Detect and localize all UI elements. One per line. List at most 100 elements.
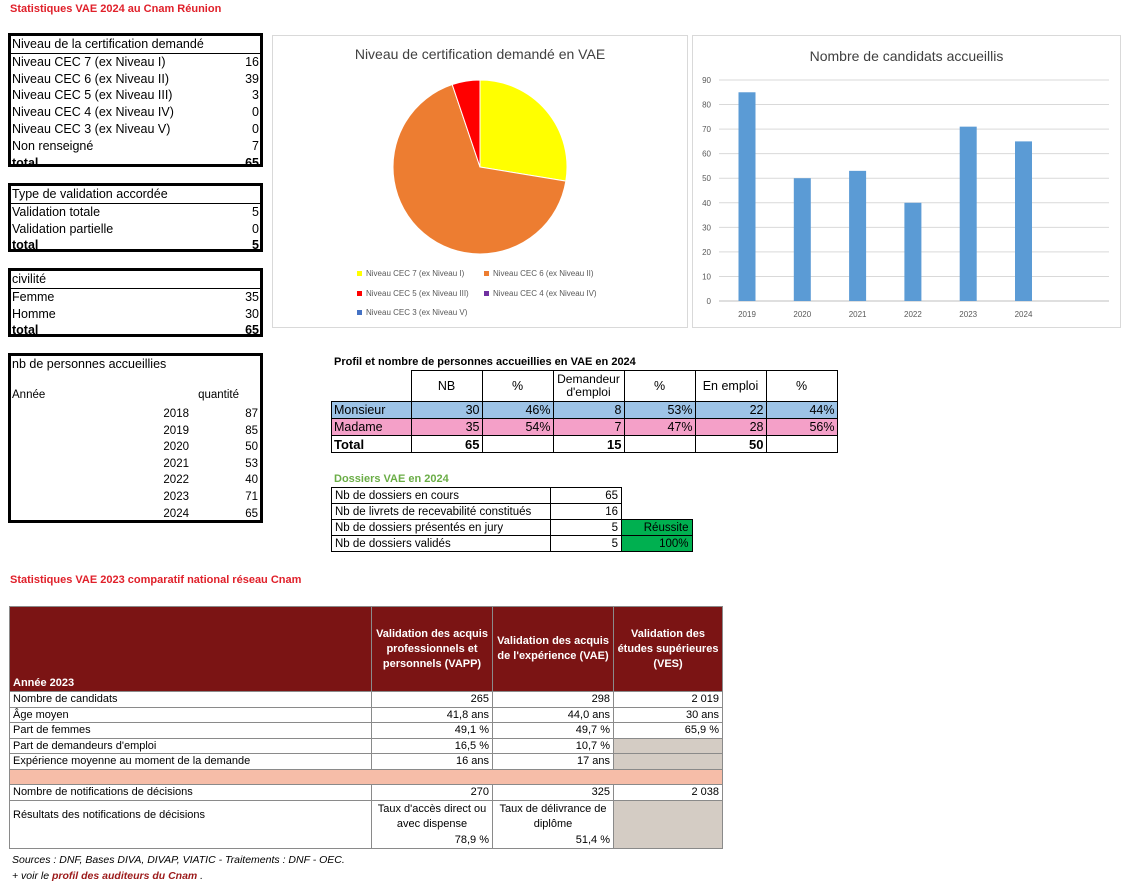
dossiers-label: Nb de dossiers en cours — [331, 487, 551, 504]
profil-auditeurs-link[interactable]: profil des auditeurs du Cnam — [51, 870, 198, 882]
dossiers-row: Nb de dossiers validés 5 100% — [331, 535, 693, 552]
accueillies-value: 50 — [245, 441, 258, 454]
accueillies-row: 2018 87 — [11, 406, 260, 423]
voir-line: + voir le profil des auditeurs du Cnam . — [12, 870, 203, 882]
national-row-label: Part de demandeurs d'emploi — [9, 737, 372, 754]
accueillies-row: 2020 50 — [11, 439, 260, 456]
dossiers-row: Nb de dossiers en cours 65 — [331, 487, 693, 504]
national-cell: 16 ans — [371, 753, 493, 770]
civilite-row: Femme 35 — [11, 289, 260, 306]
national-cell: 270 — [371, 784, 493, 801]
pie-slice — [392, 83, 567, 255]
accueillies-year: 2023 — [163, 490, 189, 503]
profil-row-label: Madame — [331, 418, 412, 436]
profil-cell: 30 — [410, 401, 483, 419]
niveau-total-value: 65 — [245, 155, 259, 170]
profil-cell: 54% — [481, 418, 554, 436]
niveau-table: Niveau de la certification demandé Nivea… — [8, 33, 263, 170]
accueillies-value: 87 — [245, 408, 258, 420]
bar — [1015, 141, 1032, 301]
validation-header: Type de validation accordée — [11, 186, 260, 204]
pie-chart-panel: Niveau de certification demandé en VAE N… — [272, 35, 688, 328]
national-year-label: Année 2023 — [9, 606, 372, 692]
profil-col-pct1: % — [481, 370, 554, 402]
legend-swatch — [484, 291, 489, 296]
profil-title: Profil et nombre de personnes accueillie… — [334, 356, 636, 368]
niveau-row-value: 0 — [252, 105, 259, 120]
pie-chart: Niveau CEC 7 (ex Niveau I) Niveau CEC 6 (… — [357, 79, 597, 317]
accueillies-year: 2019 — [163, 424, 189, 437]
y-tick-label: 60 — [702, 150, 711, 159]
profil-total-cell — [765, 435, 838, 453]
dossiers-label: Nb de dossiers présentés en jury — [331, 519, 551, 536]
accueillies-row: 2024 65 — [11, 506, 260, 523]
results-vae-text: Taux de délivrance de diplôme — [499, 802, 607, 830]
civilite-row-label: Homme — [12, 306, 56, 321]
niveau-row-value: 7 — [252, 138, 259, 153]
national-cell: 49,7 % — [492, 722, 614, 739]
dossiers-value: 5 — [550, 519, 622, 536]
civilite-row-label: Femme — [12, 289, 55, 304]
national-cell — [613, 737, 723, 754]
accueillies-row: 2022 40 — [11, 472, 260, 489]
profil-col-emploi: En emploi — [694, 370, 767, 402]
profil-col-pct2: % — [623, 370, 696, 402]
accueillies-value: 53 — [245, 457, 258, 470]
civilite-total-row: total 65 — [11, 322, 260, 339]
accueillies-value: 40 — [245, 474, 258, 487]
y-tick-label: 50 — [702, 174, 711, 183]
niveau-row: Niveau CEC 6 (ex Niveau II) 39 — [11, 71, 260, 88]
legend-label: Niveau CEC 3 (ex Niveau V) — [366, 308, 468, 317]
dossiers-label: Nb de dossiers validés — [331, 535, 551, 552]
y-tick-label: 80 — [702, 101, 711, 110]
national-cell: 298 — [492, 691, 614, 708]
profil-col-nb: NB — [410, 370, 483, 402]
civilite-header-label: civilité — [12, 272, 47, 286]
legend-label: Niveau CEC 7 (ex Niveau I) — [366, 269, 465, 278]
bar — [959, 126, 977, 302]
civilite-table: civilité Femme 35 Homme 30 total 65 — [8, 268, 263, 337]
national-cell: 30 ans — [613, 706, 723, 723]
dossiers-value: 65 — [550, 487, 622, 504]
results-vapp-text: Taux d'accès direct ou avec dispense — [377, 802, 487, 830]
profil-col-pct3: % — [765, 370, 838, 402]
accueillies-year: 2021 — [163, 457, 189, 470]
dossiers-table: Nb de dossiers en cours 65 Nb de livrets… — [331, 487, 693, 552]
accueillies-year: 2018 — [163, 408, 189, 420]
validation-header-label: Type de validation accordée — [12, 187, 168, 201]
profil-cell: 28 — [694, 418, 767, 436]
profil-col-demandeur: Demandeur d'emploi — [552, 370, 625, 402]
national-row-label: Âge moyen — [9, 706, 372, 723]
dossiers-value: 5 — [550, 535, 622, 552]
validation-row: Validation totale 5 — [11, 204, 260, 221]
profil-total-cell — [481, 435, 554, 453]
dossiers-value: 16 — [550, 503, 622, 520]
accueillies-year: 2020 — [163, 441, 189, 454]
accueillies-year: 2024 — [163, 507, 189, 520]
validation-row-value: 0 — [252, 221, 259, 236]
niveau-row-value: 0 — [252, 121, 259, 136]
bar — [849, 170, 867, 301]
pie-chart-title: Niveau de certification demandé en VAE — [354, 46, 606, 62]
national-cell: 2 038 — [613, 784, 723, 801]
x-tick-label: 2022 — [904, 310, 922, 319]
national-row: Part de femmes 49,1 % 49,7 % 65,9 % — [9, 722, 723, 739]
national-col-vapp: Validation des acquis professionnels et … — [371, 606, 493, 692]
niveau-row-label: Niveau CEC 5 (ex Niveau III) — [12, 88, 173, 103]
validation-total-label: total — [12, 238, 39, 253]
niveau-row-value: 39 — [245, 71, 259, 86]
civilite-row: Homme 30 — [11, 306, 260, 323]
national-row-label: Part de femmes — [9, 722, 372, 739]
national-cell: 44,0 ans — [492, 706, 614, 723]
validation-total-row: total 5 — [11, 237, 260, 254]
legend-label: Niveau CEC 6 (ex Niveau II) — [493, 269, 594, 278]
x-tick-label: 2023 — [959, 310, 977, 319]
dossiers-label: Nb de livrets de recevabilité constitués — [331, 503, 551, 520]
national-row: Expérience moyenne au moment de la deman… — [9, 753, 723, 770]
y-tick-label: 20 — [702, 248, 711, 257]
y-tick-label: 0 — [707, 297, 712, 306]
x-tick-label: 2024 — [1015, 310, 1033, 319]
profil-cell: 53% — [623, 401, 696, 419]
accueillies-value: 71 — [245, 490, 258, 503]
results-vapp-value: 78,9 % — [454, 833, 489, 846]
